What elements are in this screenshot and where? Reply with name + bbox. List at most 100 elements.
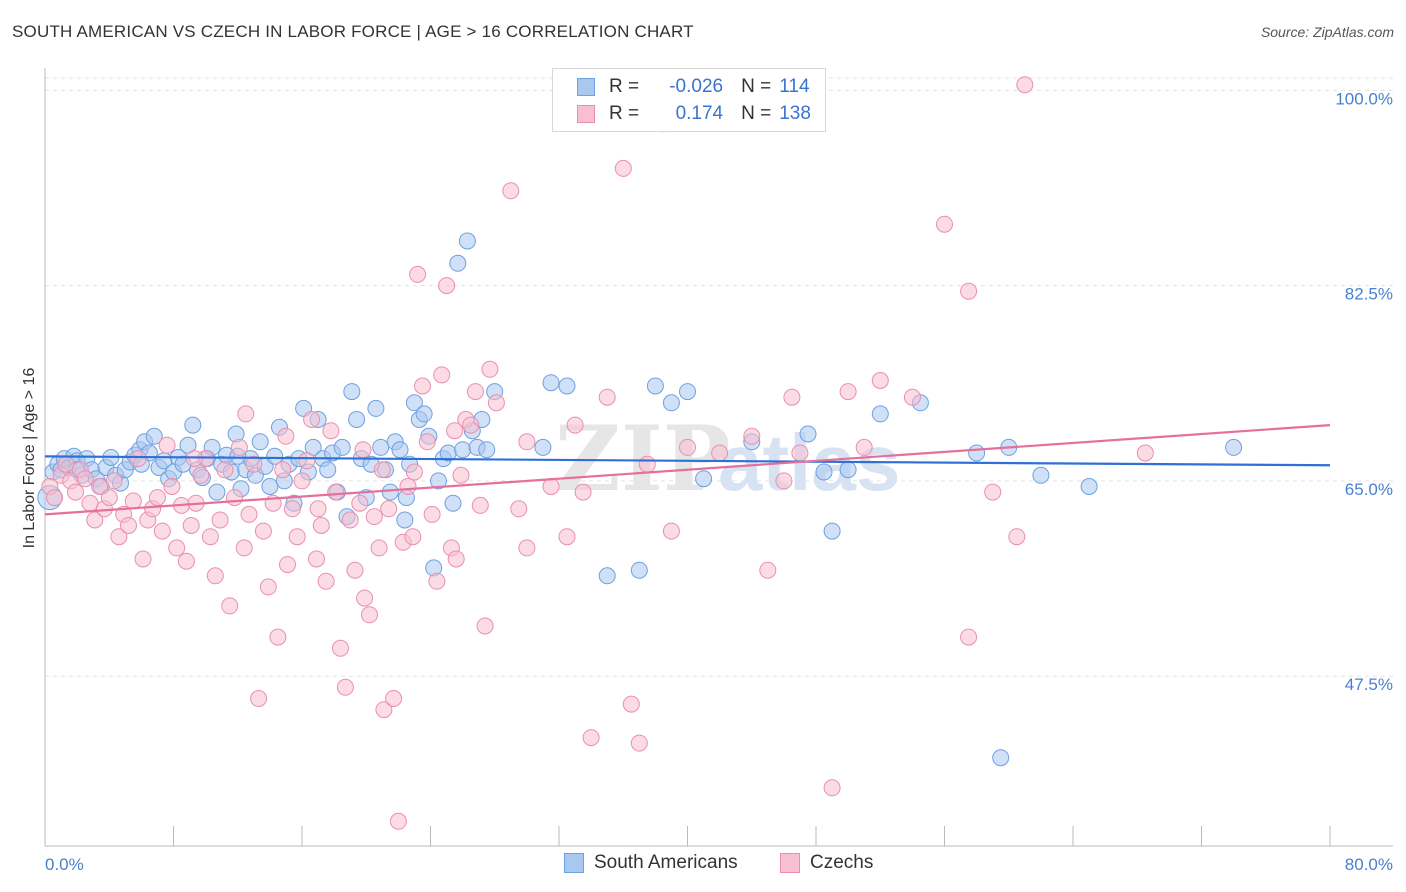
czechs-point	[936, 215, 953, 233]
y-tick-label: 100.0%	[1335, 89, 1393, 108]
gridlines	[45, 77, 1393, 677]
south-americans-point	[381, 483, 399, 501]
czechs-point	[298, 452, 316, 470]
czechs-point	[221, 597, 239, 615]
south-americans-point	[968, 444, 986, 462]
czechs-point	[100, 489, 118, 507]
legend-row-south-americans: R = -0.026 N = 114	[577, 74, 810, 100]
czechs-point	[759, 561, 777, 579]
south-americans-point	[1032, 466, 1050, 484]
legend-n-value: 138	[779, 103, 811, 124]
czechs-point	[124, 492, 142, 510]
czechs-point	[447, 550, 465, 568]
south-americans-point	[266, 447, 284, 465]
czechs-point	[245, 455, 263, 473]
south-americans-point	[251, 433, 269, 451]
czechs-point	[317, 572, 335, 590]
south-americans-point	[444, 494, 462, 512]
legend-swatch-south-americans	[577, 78, 595, 96]
south-americans-point	[534, 438, 552, 456]
south-americans-point	[348, 411, 366, 428]
czechs-point	[312, 517, 330, 534]
series-label-south-americans: South Americans	[594, 852, 738, 873]
czechs-point	[960, 628, 978, 646]
czechs-point	[192, 466, 210, 484]
czechs-point	[91, 478, 109, 495]
legend-r-value: 0.174	[675, 103, 724, 124]
south-americans-point	[823, 522, 841, 540]
czechs-point	[487, 394, 505, 412]
czechs-point	[438, 277, 456, 295]
south-americans-point	[630, 561, 648, 579]
czechs-point	[46, 489, 64, 507]
czechs-point	[230, 438, 248, 456]
czechs-point	[839, 383, 857, 401]
czechs-point	[423, 505, 441, 523]
czechs-point	[279, 556, 296, 574]
czechs-point	[510, 500, 528, 518]
czechs-point	[105, 472, 123, 490]
czechs-point	[120, 517, 137, 534]
tick-labels: 100.0% 82.5% 65.0% 47.5% 0.0% 80.0% In Labor F…	[21, 89, 1393, 874]
legend-row-czechs: R = 0.174 N = 138	[577, 101, 811, 127]
czechs-point	[283, 500, 301, 518]
legend-n-label: N =	[741, 76, 772, 97]
south-americans-point	[839, 461, 857, 479]
series-legend-czechs[interactable]: Czechs	[780, 852, 873, 874]
czechs-point	[373, 461, 391, 479]
czechs-point	[823, 779, 841, 797]
south-americans-point	[261, 478, 279, 495]
south-americans-point	[558, 377, 576, 395]
czechs-point	[638, 455, 656, 473]
czechs-point	[129, 450, 147, 468]
x-tick-label-start: 0.0%	[45, 855, 84, 874]
y-axis-title: In Labor Force | Age > 16	[21, 368, 38, 549]
czechs-point	[206, 567, 224, 585]
czechs-point	[1008, 528, 1026, 546]
czechs-point	[630, 734, 648, 752]
czechs-point	[293, 472, 311, 490]
czechs-point	[81, 494, 99, 512]
czechs-point	[365, 508, 383, 526]
czechs-point	[984, 483, 1002, 501]
series-legend-south-americans[interactable]: South Americans	[564, 852, 738, 874]
czechs-point	[622, 695, 640, 713]
czechs-point	[481, 360, 499, 378]
south-americans-point	[646, 377, 664, 395]
czechs-point	[303, 411, 321, 428]
czechs-point	[226, 489, 243, 507]
czechs-point	[598, 388, 616, 406]
czechs-point	[452, 466, 470, 484]
south-americans-point	[1080, 478, 1098, 495]
czechs-point	[446, 422, 464, 440]
south-americans-point	[454, 441, 472, 459]
czechs-point	[399, 478, 417, 495]
south-americans-point	[145, 427, 163, 445]
czechs-point	[134, 550, 152, 568]
czechs-point	[346, 561, 364, 579]
south-americans-point	[343, 383, 361, 401]
czechs-point	[308, 550, 325, 568]
czechs-point	[110, 528, 128, 546]
south-americans-point	[662, 394, 680, 412]
czechs-point	[518, 433, 536, 451]
south-americans-point	[1225, 438, 1243, 456]
czechs-point	[574, 483, 592, 501]
czechs-point	[309, 500, 327, 518]
czechs-point	[361, 606, 378, 624]
czechs-point	[148, 489, 166, 507]
south-americans-point	[333, 438, 351, 456]
czechs-point	[76, 470, 94, 488]
legend-r-label: R =	[609, 76, 640, 97]
czechs-point	[332, 639, 349, 657]
south-americans-point	[478, 441, 496, 459]
south-americans-point	[415, 405, 433, 423]
czechs-point	[614, 159, 632, 177]
czechs-point	[518, 539, 536, 557]
czechs-point	[185, 450, 203, 468]
czechs-point	[354, 441, 372, 459]
czechs-point	[322, 422, 340, 440]
south-americans-point	[367, 399, 385, 417]
south-americans-trend-line	[44, 455, 1331, 467]
